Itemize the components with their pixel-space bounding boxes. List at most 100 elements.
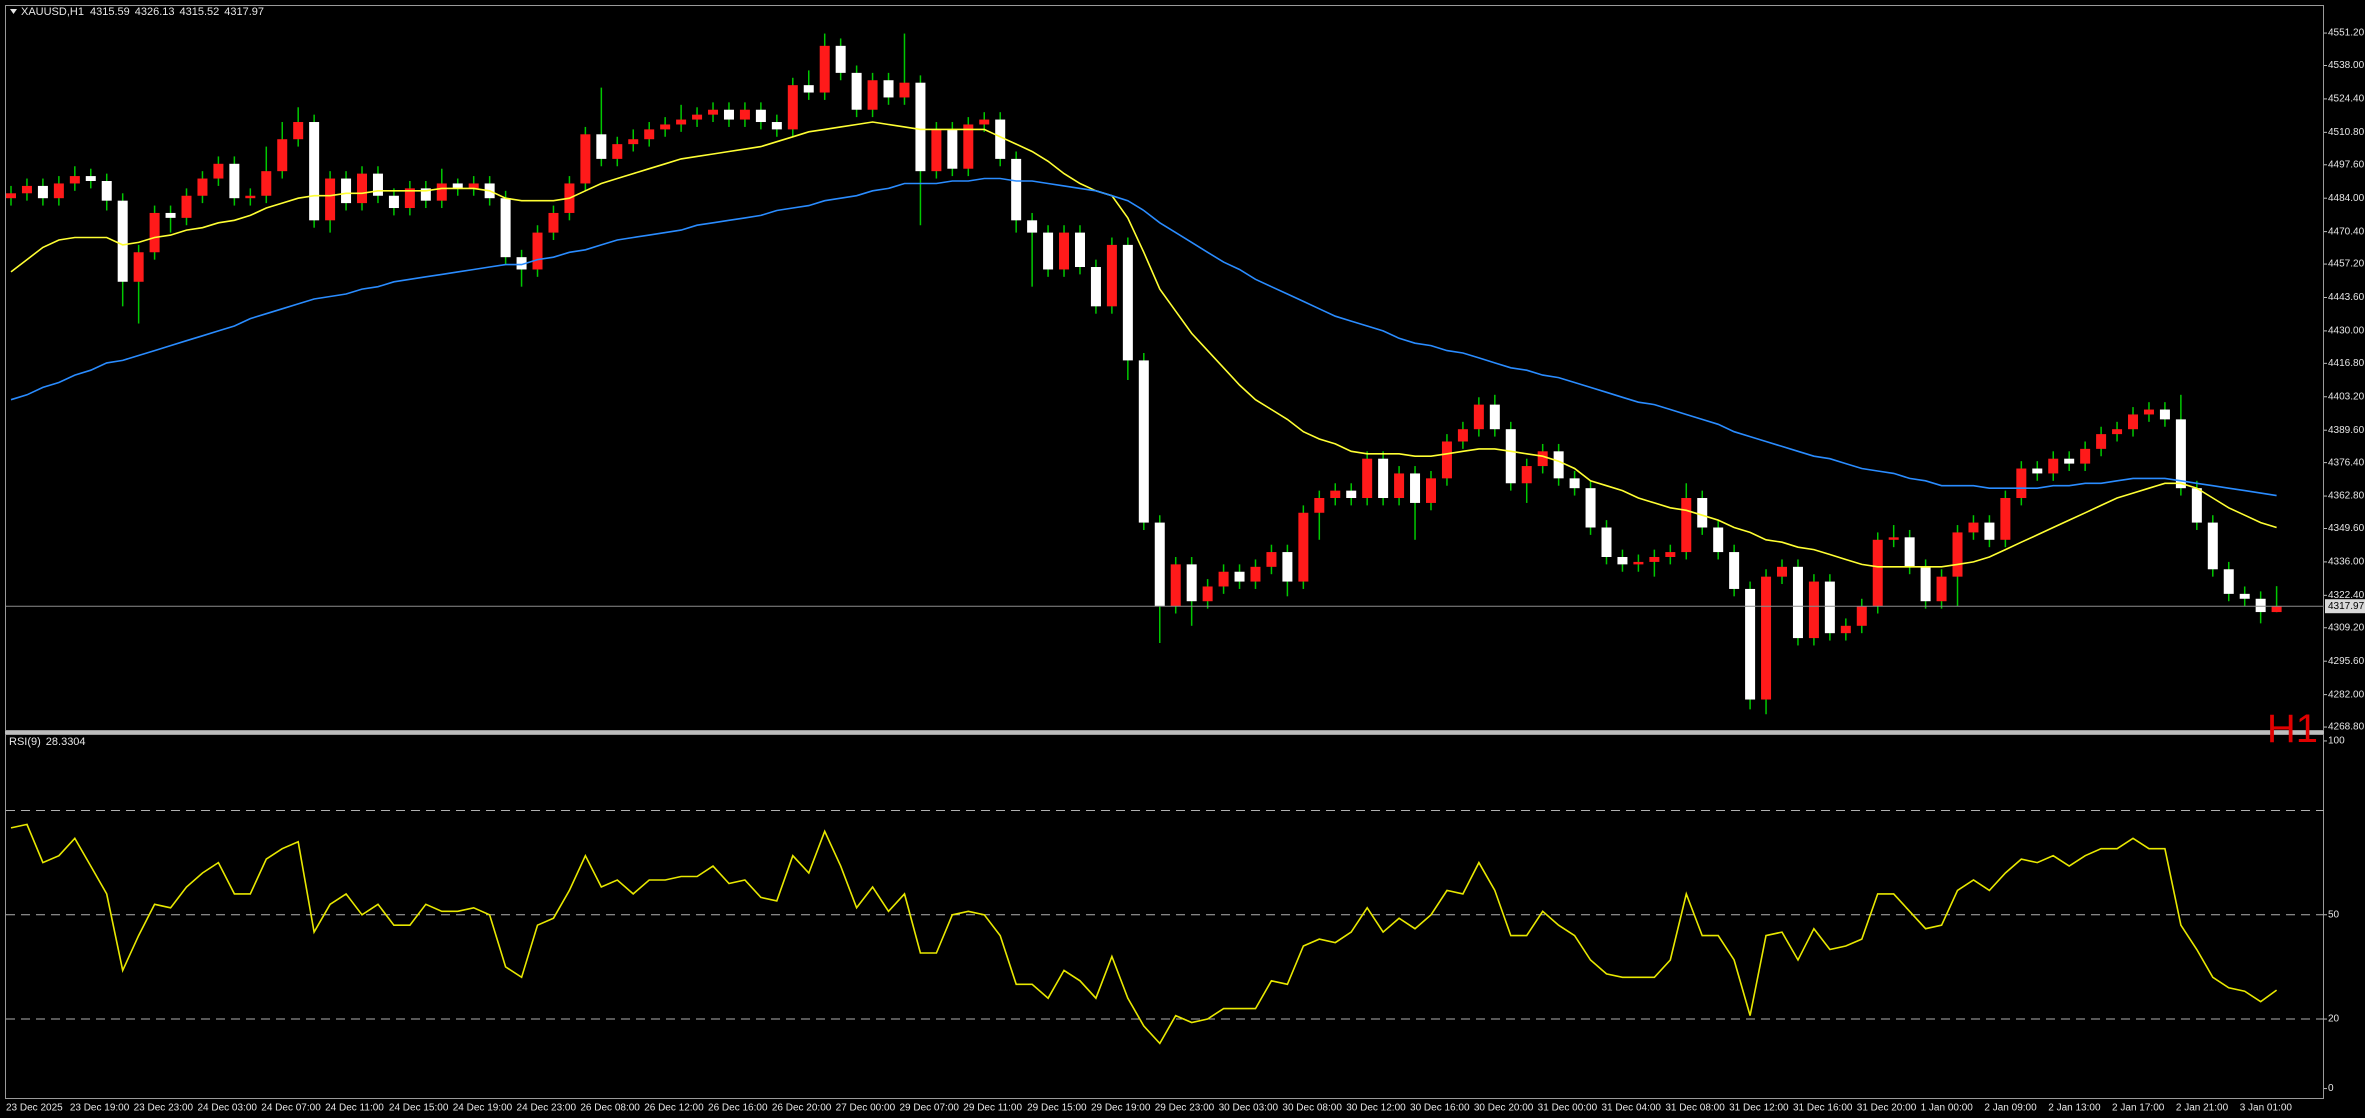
x-tick-label: 23 Dec 23:00 — [134, 1103, 194, 1114]
y-tick-label: 4551.20 — [2328, 28, 2365, 39]
candle-body — [21, 185, 32, 194]
candle-body — [612, 144, 623, 159]
candle-body — [1043, 232, 1054, 270]
candle-body — [1904, 537, 1915, 567]
x-tick-label: 29 Dec 11:00 — [963, 1103, 1022, 1114]
candle-body — [1537, 451, 1548, 467]
candle-body — [165, 212, 176, 218]
marks-layer — [6, 33, 2324, 1045]
y-tick-label: 0 — [2328, 1083, 2334, 1094]
candle-body — [1585, 488, 1596, 528]
candle-body — [69, 176, 80, 184]
candle-body — [692, 114, 703, 120]
labels-layer: 4551.20 4538.00 4524.40 4510.80 4497.60 4484.… — [6, 28, 2365, 1114]
candle-body — [1298, 512, 1309, 582]
candle-body — [1856, 606, 1867, 626]
x-tick-label: 30 Dec 08:00 — [1282, 1103, 1342, 1114]
candle-body — [2112, 429, 2123, 435]
candle-body — [1122, 244, 1133, 361]
candle-body — [516, 257, 527, 270]
x-tick-label: 31 Dec 08:00 — [1665, 1103, 1725, 1114]
x-tick-label: 29 Dec 23:00 — [1155, 1103, 1215, 1114]
x-tick-label: 26 Dec 16:00 — [708, 1103, 768, 1114]
candle-body — [1202, 586, 1213, 602]
candle-body — [1011, 158, 1022, 221]
x-tick-label: 24 Dec 11:00 — [325, 1103, 384, 1114]
candle-body — [53, 183, 64, 199]
y-tick-label: 4322.40 — [2328, 590, 2365, 601]
candle-body — [1872, 539, 1883, 607]
rsi-title: RSI(9) — [9, 736, 41, 748]
candle-body — [1952, 532, 1963, 577]
candle-body — [2191, 488, 2202, 523]
candle-body — [309, 122, 320, 221]
candle-body — [2032, 468, 2043, 474]
candle-body — [1266, 552, 1277, 567]
candle-body — [628, 139, 639, 145]
x-tick-label: 24 Dec 07:00 — [261, 1103, 321, 1114]
candle-body — [2271, 606, 2282, 613]
candle-body — [1792, 566, 1803, 639]
candle-body — [1410, 473, 1421, 503]
candle-body — [851, 72, 862, 110]
x-tick-label: 2 Jan 17:00 — [2112, 1103, 2165, 1114]
ohlc-high: 4326.13 — [135, 6, 175, 18]
x-tick-label: 30 Dec 16:00 — [1410, 1103, 1470, 1114]
candle-body — [1378, 458, 1389, 499]
x-tick-label: 1 Jan 00:00 — [1921, 1103, 1974, 1114]
chart-header: XAUUSD,H1 4315.59 4326.13 4315.52 4317.97 — [21, 6, 264, 18]
candle-body — [6, 193, 16, 199]
x-tick-label: 24 Dec 03:00 — [197, 1103, 257, 1114]
candle-body — [2080, 448, 2091, 464]
y-tick-label: 4349.60 — [2328, 523, 2365, 534]
candle-body — [1362, 458, 1373, 499]
candle-body — [1425, 478, 1436, 503]
x-tick-label: 31 Dec 00:00 — [1538, 1103, 1598, 1114]
y-tick-label: 4484.00 — [2328, 193, 2365, 204]
candle-body — [1473, 404, 1484, 430]
candle-body — [915, 82, 926, 172]
y-tick-label: 4538.00 — [2328, 60, 2365, 71]
candle-body — [245, 195, 256, 199]
candle-body — [835, 45, 846, 73]
candle-body — [787, 85, 798, 130]
candle-body — [1074, 232, 1085, 268]
menu-triangle — [10, 9, 17, 14]
candle-body — [1346, 490, 1357, 499]
x-tick-label: 2 Jan 21:00 — [2176, 1103, 2229, 1114]
candle-body — [2128, 414, 2139, 430]
candle-body — [947, 129, 958, 169]
candle-body — [1617, 556, 1628, 565]
candle-body — [819, 45, 830, 93]
candle-body — [372, 173, 383, 196]
candle-body — [1505, 429, 1516, 484]
x-tick-label: 23 Dec 19:00 — [70, 1103, 130, 1114]
candle-body — [2207, 522, 2218, 570]
candle-body — [197, 178, 208, 196]
rsi-value: 28.3304 — [46, 736, 86, 748]
candle-body — [596, 134, 607, 159]
candle-body — [1170, 564, 1181, 607]
current-price-box — [2325, 599, 2365, 614]
x-tick-label: 27 Dec 00:00 — [836, 1103, 896, 1114]
candle-body — [2239, 593, 2250, 599]
candle-body — [1553, 451, 1564, 479]
candle-body — [1457, 429, 1468, 442]
candle-body — [1777, 566, 1788, 577]
candle-body — [1840, 625, 1851, 634]
candle-body — [1936, 576, 1947, 602]
y-tick-label: 4497.60 — [2328, 159, 2365, 170]
x-tick-label: 30 Dec 03:00 — [1219, 1103, 1279, 1114]
current-price-label: 4317.97 — [2328, 601, 2365, 612]
candle-body — [2016, 468, 2027, 499]
candle-body — [1824, 581, 1835, 634]
candle-body — [580, 134, 591, 184]
candle-body — [37, 185, 48, 199]
candle-body — [388, 195, 399, 209]
candle-body — [2064, 458, 2075, 464]
candle-body — [357, 173, 368, 204]
candle-body — [676, 119, 687, 125]
candle-body — [1106, 244, 1117, 307]
candle-body — [1330, 490, 1341, 499]
candle-body — [1282, 552, 1293, 582]
